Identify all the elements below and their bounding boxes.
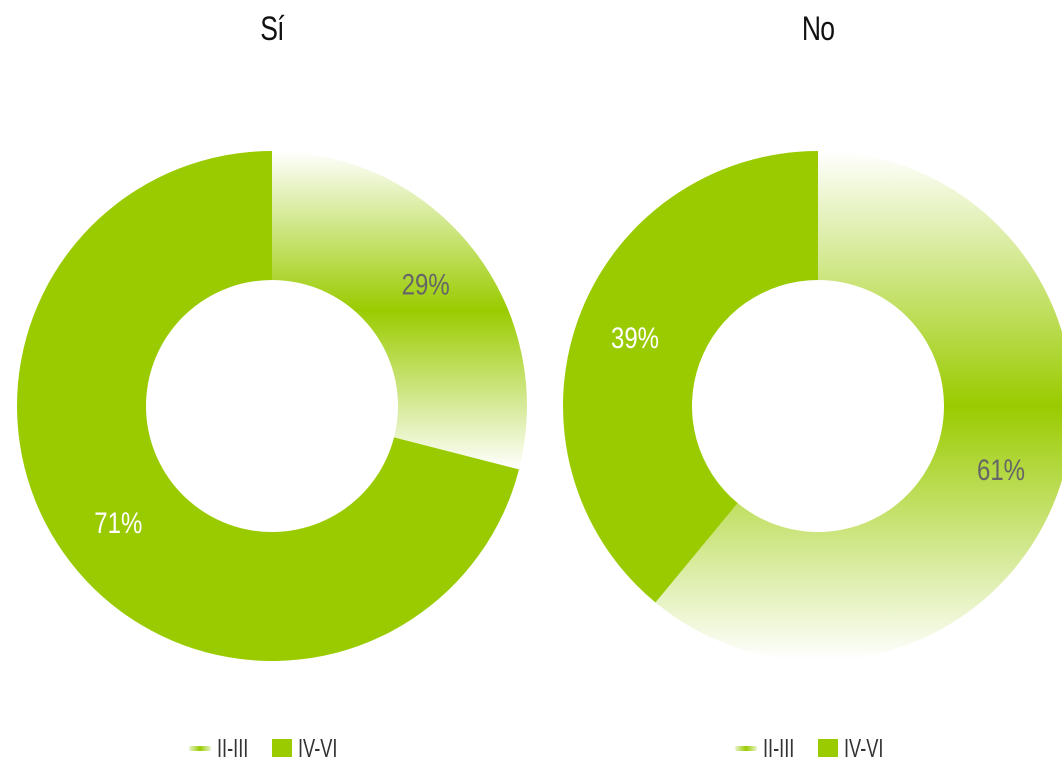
legend-label: IV-VI xyxy=(844,732,884,763)
legend-swatch-solid xyxy=(272,739,293,757)
data-label: 61% xyxy=(977,452,1025,486)
data-label: 29% xyxy=(402,267,450,301)
legend-swatch-solid xyxy=(818,739,839,757)
legend-item-iv-vi: IV-VI xyxy=(818,733,900,764)
donut-slice-ii-iii xyxy=(272,151,527,470)
legend-swatch-gradient xyxy=(735,745,758,751)
legend-swatch-gradient xyxy=(189,745,212,751)
donut-slice-ii-iii xyxy=(655,151,1062,661)
legend-item-ii-iii: II-III xyxy=(189,733,262,764)
legend-no: II-III IV-VI xyxy=(708,733,928,763)
donut-slice-iv-vi xyxy=(562,151,818,603)
legend-label: IV-VI xyxy=(298,732,338,763)
chart-title-no: No xyxy=(801,10,835,48)
data-label: 71% xyxy=(94,506,142,540)
chart-title-si: Sí xyxy=(260,10,284,48)
legend-label: II-III xyxy=(217,732,249,763)
legend-si: II-III IV-VI xyxy=(162,733,382,763)
data-label: 39% xyxy=(611,320,659,354)
donut-slice-iv-vi xyxy=(17,151,519,661)
legend-item-iv-vi: IV-VI xyxy=(272,733,354,764)
legend-item-ii-iii: II-III xyxy=(735,733,808,764)
legend-label: II-III xyxy=(763,732,795,763)
